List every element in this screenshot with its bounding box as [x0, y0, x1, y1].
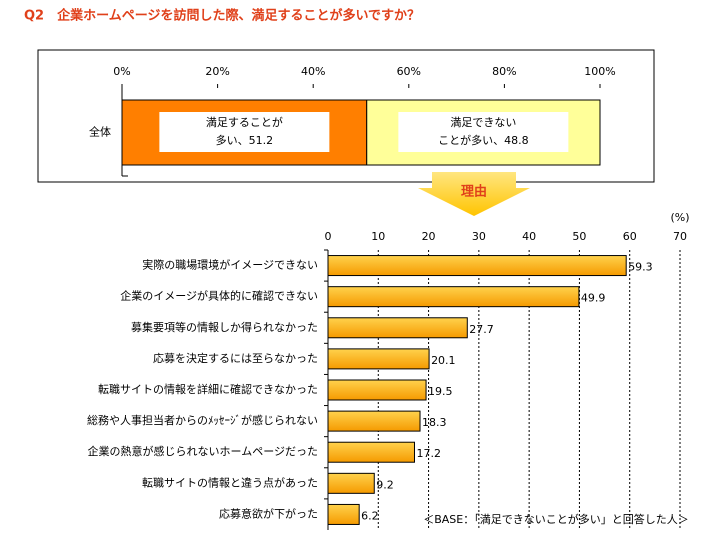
x-tick-label: 60 [623, 230, 637, 243]
value-label: 17.2 [416, 447, 441, 460]
value-label: 多い、51.2 [216, 133, 274, 147]
bar [327, 255, 627, 277]
x-tick-label: 20 [422, 230, 436, 243]
label-box [398, 112, 569, 152]
x-tick-label: 0% [113, 65, 130, 78]
value-label: ことが多い、48.8 [438, 133, 529, 147]
bar [327, 379, 427, 401]
value-label: 満足できない [450, 116, 516, 129]
x-tick-label: 70 [673, 230, 687, 243]
bar [327, 410, 421, 432]
value-label: 18.3 [422, 416, 447, 429]
unit-label: (%) [670, 211, 689, 224]
category-label: 応募意欲が下がった [219, 506, 318, 520]
x-tick-label: 80% [492, 65, 516, 78]
value-label: 49.9 [581, 292, 606, 305]
category-label: 実際の職場環境がイメージできない [142, 258, 318, 272]
x-tick-label: 50 [572, 230, 586, 243]
bar [327, 441, 415, 463]
bar [327, 503, 360, 525]
x-tick-label: 60% [397, 65, 421, 78]
category-label: 転職サイトの情報と違う点があった [142, 475, 318, 489]
category-label: 全体 [89, 125, 111, 139]
x-tick-label: 0 [325, 230, 332, 243]
label-box [159, 112, 330, 152]
panel-frame [37, 49, 655, 183]
value-label: 19.5 [428, 385, 453, 398]
x-tick-label: 100% [584, 65, 615, 78]
title: Q2 企業ホームページを訪問した際、満足することが多いですか？ [24, 8, 420, 24]
category-label: 企業の熱意が感じられないホームページだった [88, 444, 318, 458]
note: ＜BASE：「満足できないことが多い」と回答した人＞ [423, 512, 689, 526]
x-tick-label: 40% [301, 65, 325, 78]
value-label: 59.3 [628, 261, 653, 274]
category-label: 総務や人事担当者からのﾒｯｾｰｼﾞが感じられない [87, 413, 318, 427]
value-label: 満足することが [206, 115, 283, 129]
arrow [418, 172, 530, 216]
x-tick-label: 20% [205, 65, 229, 78]
x-tick-label: 40 [522, 230, 536, 243]
category-label: 転職サイトの情報を詳細に確認できなかった [98, 382, 318, 396]
value-label: 27.7 [469, 323, 494, 336]
category-label: 応募を決定するには至らなかった [153, 351, 318, 365]
category-label: 企業のイメージが具体的に確認できない [120, 289, 318, 303]
x-tick-label: 10 [371, 230, 385, 243]
bar [327, 472, 375, 494]
x-tick-label: 30 [472, 230, 486, 243]
arrow-label: 理由 [461, 184, 487, 200]
bar [327, 348, 430, 370]
bar [327, 286, 580, 308]
category-label: 募集要項等の情報しか得られなかった [131, 320, 318, 334]
bar [327, 317, 468, 339]
value-label: 9.2 [376, 478, 394, 491]
value-label: 6.2 [361, 509, 379, 522]
value-label: 20.1 [431, 354, 456, 367]
